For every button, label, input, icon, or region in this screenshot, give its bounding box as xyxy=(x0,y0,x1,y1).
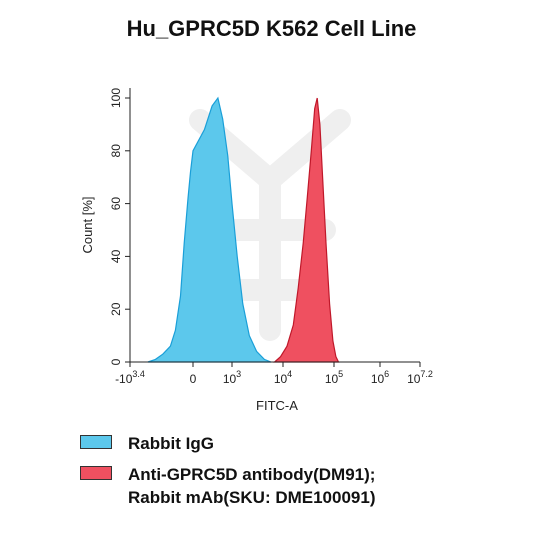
y-tick-label: 20 xyxy=(109,302,123,316)
x-axis-label: FITC-A xyxy=(256,398,298,413)
legend-label-isotype: Rabbit IgG xyxy=(128,434,214,453)
legend: Rabbit IgG Anti-GPRC5D antibody(DM91); R… xyxy=(80,432,376,517)
x-tick-label: -103.4 xyxy=(115,369,145,386)
x-tick-label: 103 xyxy=(223,369,241,386)
y-tick-label: 40 xyxy=(109,249,123,263)
legend-item-antibody: Anti-GPRC5D antibody(DM91); Rabbit mAb(S… xyxy=(80,463,376,509)
legend-label-antibody-line2: Rabbit mAb(SKU: DME100091) xyxy=(128,488,376,507)
x-tick-label: 0 xyxy=(190,372,197,386)
chart-title: Hu_GPRC5D K562 Cell Line xyxy=(126,16,417,41)
legend-label-antibody-line1: Anti-GPRC5D antibody(DM91); xyxy=(128,465,376,484)
legend-swatch-antibody xyxy=(80,466,112,480)
watermark-logo xyxy=(189,109,351,341)
y-tick-label: 100 xyxy=(109,88,123,108)
y-tick-label: 80 xyxy=(109,144,123,158)
histogram-plot: 0 20 40 60 80 100 -103.4 0 103 104 105 106 107.2 Co… xyxy=(80,88,433,413)
x-tick-label: 107.2 xyxy=(407,369,433,386)
x-tick-label: 106 xyxy=(371,369,389,386)
x-tick-label: 104 xyxy=(274,369,292,386)
legend-swatch-isotype xyxy=(80,435,112,449)
x-tick-label: 105 xyxy=(325,369,343,386)
legend-item-isotype: Rabbit IgG xyxy=(80,432,376,455)
series-area-1 xyxy=(273,97,340,363)
y-tick-label: 0 xyxy=(109,358,123,365)
y-tick-label: 60 xyxy=(109,197,123,211)
y-axis-label: Count [%] xyxy=(80,196,95,253)
series-area-0 xyxy=(147,96,272,363)
